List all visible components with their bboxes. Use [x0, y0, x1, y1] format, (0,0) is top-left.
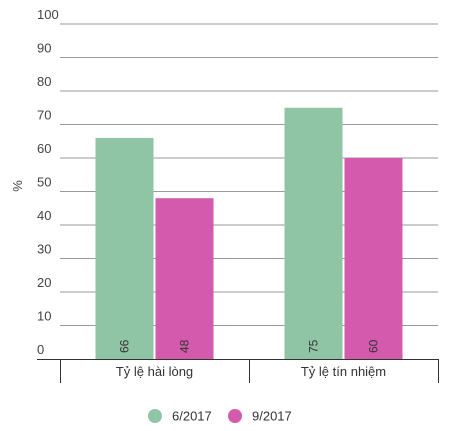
y-tick-label: 20 — [37, 275, 51, 290]
y-axis-ticks: 0 10 20 30 40 50 60 70 80 90 100 — [37, 7, 59, 357]
bar-2-2 — [344, 158, 403, 359]
y-tick-label: 60 — [37, 141, 51, 156]
legend: 6/2017 9/2017 — [148, 409, 292, 424]
y-tick-label: 80 — [37, 74, 51, 89]
bar-1-1 — [95, 137, 154, 359]
y-tick-label: 70 — [37, 108, 51, 123]
bar-1-2 — [284, 107, 343, 359]
bar-2-1 — [155, 198, 214, 359]
y-tick-label: 0 — [37, 342, 44, 357]
y-tick-label: 30 — [37, 242, 51, 257]
legend-swatch-1 — [148, 409, 162, 423]
x-axis: Tỷ lệ hài lòng Tỷ lệ tín nhiệm — [37, 359, 439, 383]
data-label: 66 — [118, 339, 132, 353]
y-tick-label: 10 — [37, 309, 51, 324]
y-tick-label: 100 — [37, 7, 59, 22]
bars: 66 48 75 60 — [95, 107, 403, 359]
y-tick-label: 90 — [37, 41, 51, 56]
legend-swatch-2 — [228, 409, 242, 423]
y-tick-label: 50 — [37, 175, 51, 190]
y-axis-label: % — [10, 180, 25, 192]
x-category-label: Tỷ lệ hài lòng — [116, 364, 193, 379]
data-label: 75 — [307, 339, 321, 353]
y-tick-label: 40 — [37, 208, 51, 223]
data-label: 60 — [367, 339, 381, 353]
legend-label-1: 6/2017 — [172, 409, 212, 424]
data-label: 48 — [178, 339, 192, 353]
x-category-label: Tỷ lệ tín nhiệm — [301, 364, 386, 379]
legend-label-2: 9/2017 — [252, 409, 292, 424]
